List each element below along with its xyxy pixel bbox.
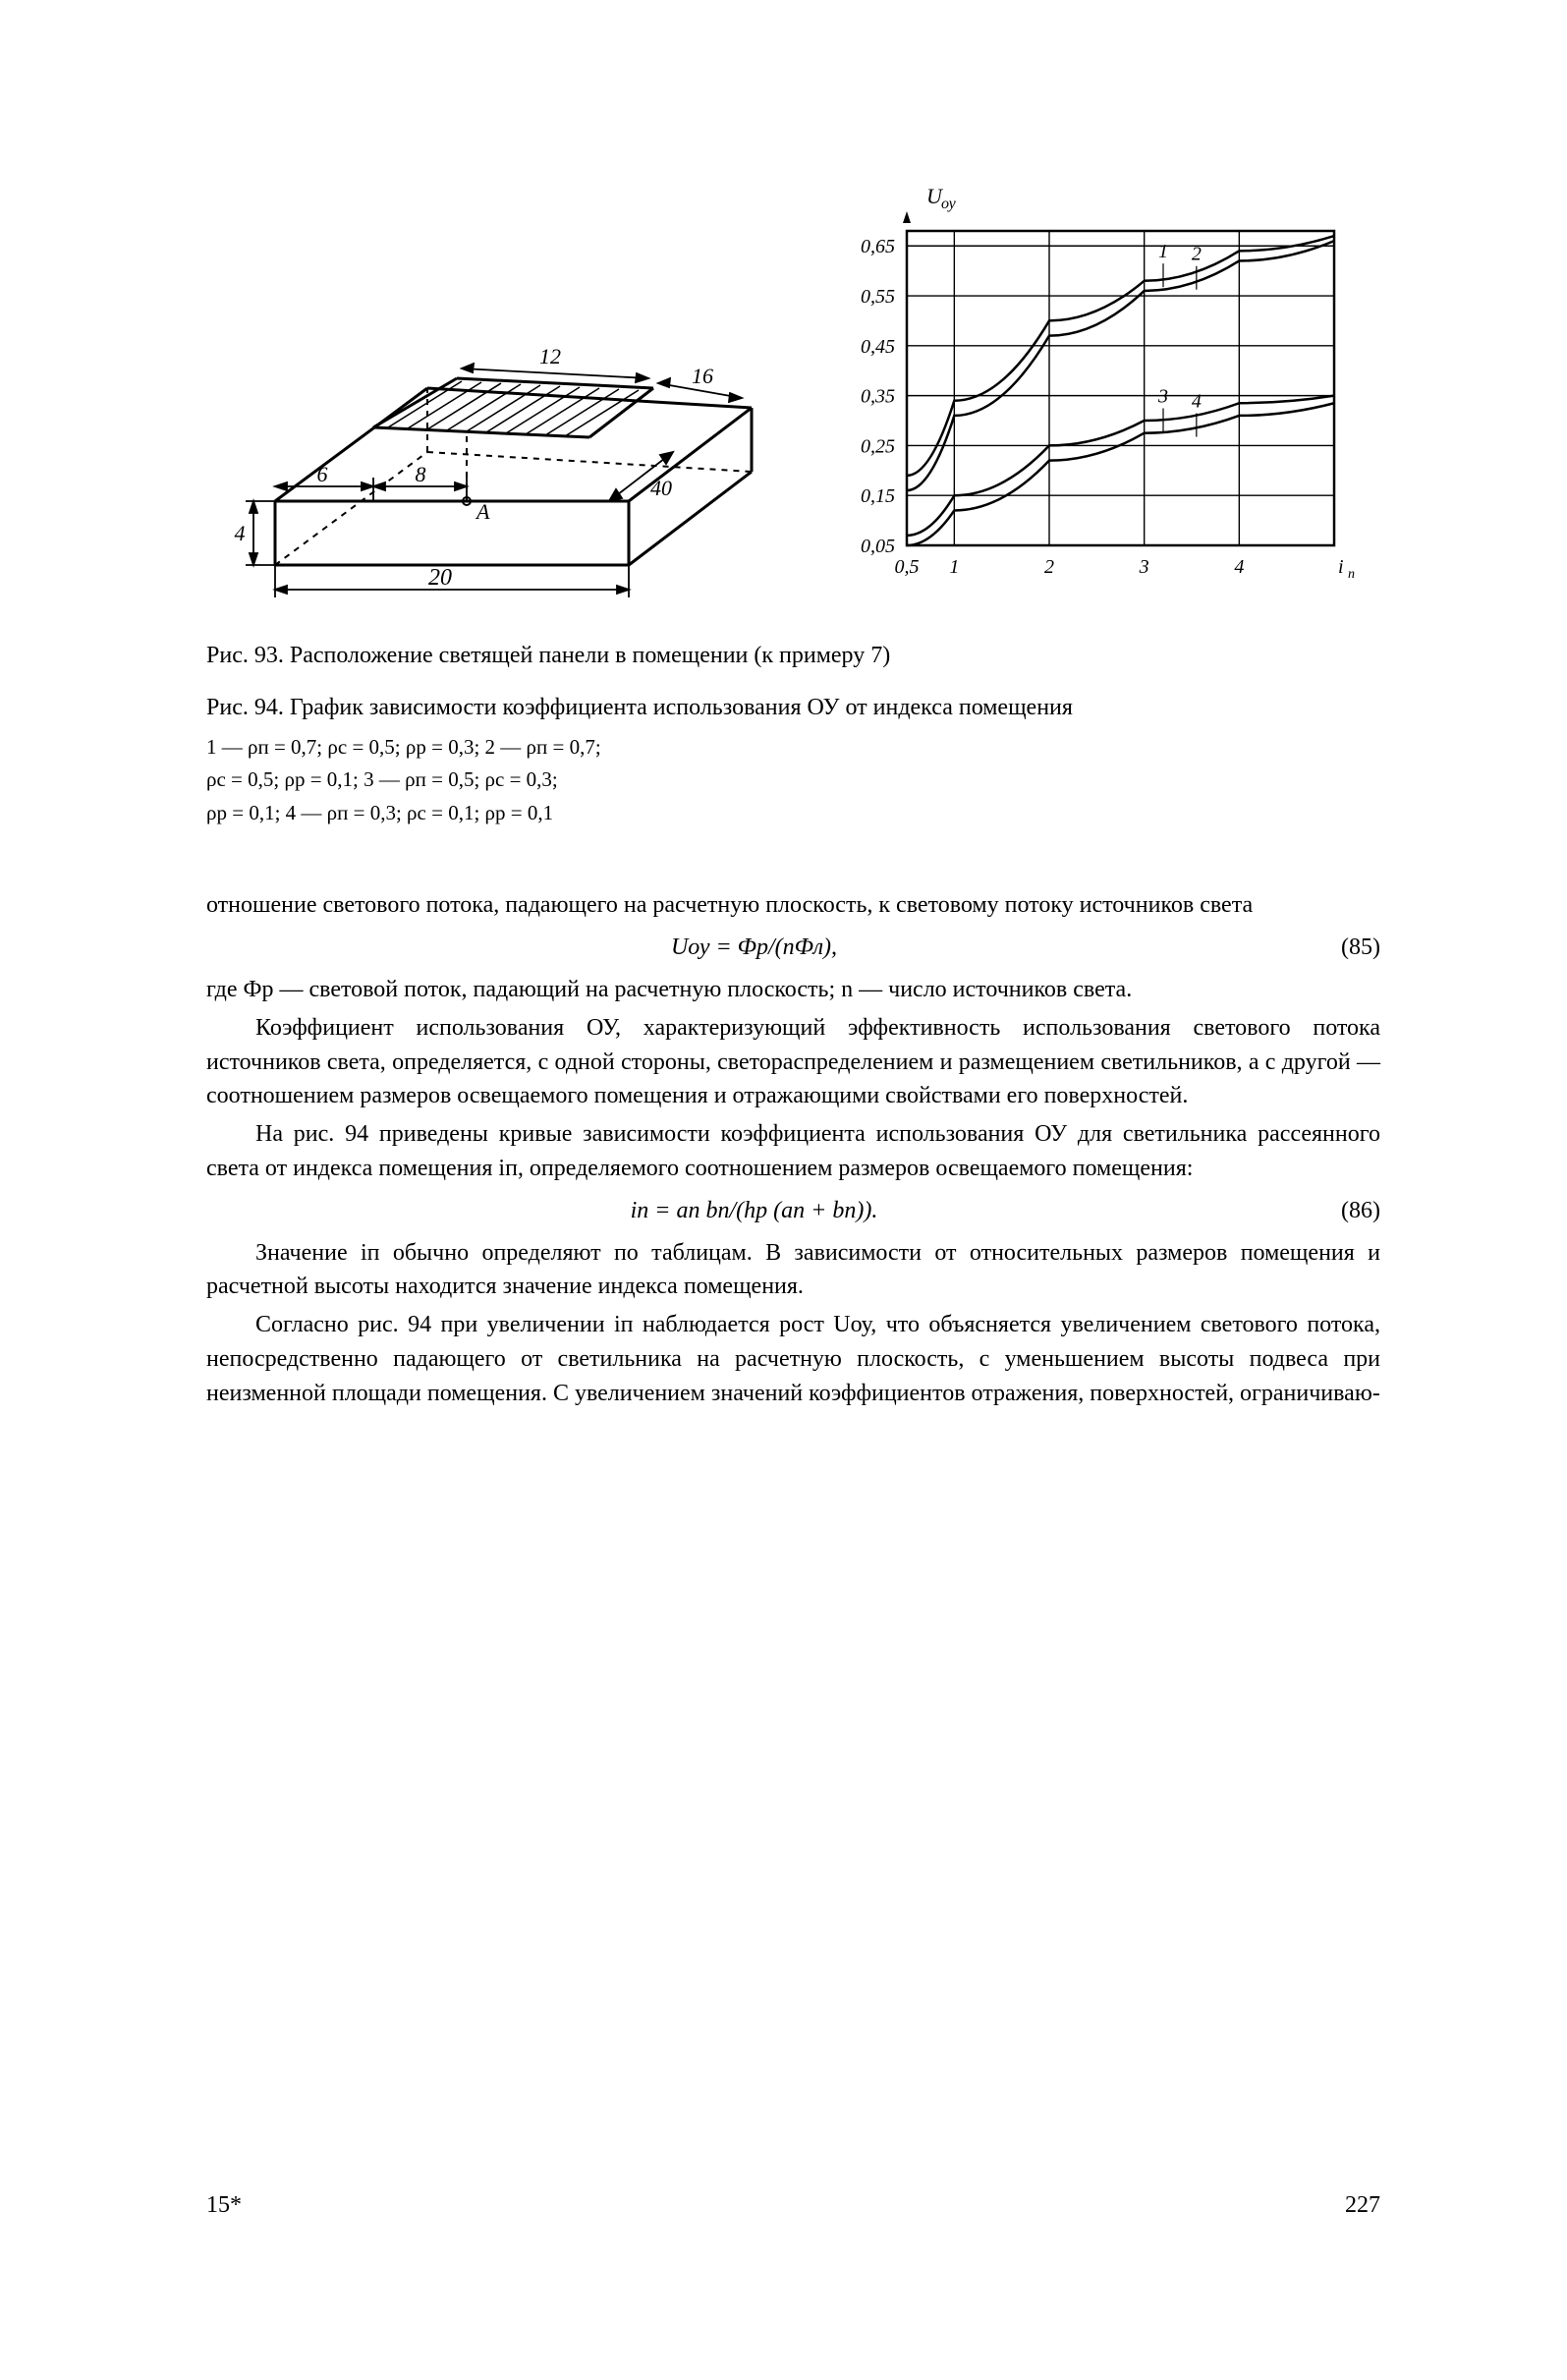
svg-text:4: 4 [1191, 391, 1201, 413]
fig94-params-3: ρр = 0,1; 4 — ρп = 0,3; ρс = 0,1; ρр = 0… [206, 797, 1380, 830]
svg-text:4: 4 [1234, 556, 1244, 578]
svg-text:0,65: 0,65 [861, 236, 895, 257]
fig93-svg: A 20 4 [206, 177, 756, 599]
fig94-svg: Uоу0,050,150,250,350,450,550,650,51234iп… [813, 177, 1364, 599]
svg-text:3: 3 [1157, 385, 1168, 407]
para-2: где Фр — световой поток, падающий на рас… [206, 973, 1380, 1007]
dim-6: 6 [317, 462, 328, 486]
svg-text:1: 1 [949, 556, 959, 578]
para-4: На рис. 94 приведены кривые зависимости … [206, 1117, 1380, 1186]
para-3: Коэффициент использования ОУ, характериз… [206, 1011, 1380, 1113]
equation-86-num: (86) [1302, 1194, 1380, 1228]
equation-85-num: (85) [1302, 931, 1380, 965]
dim-height: 4 [235, 521, 246, 545]
svg-text:0,35: 0,35 [861, 386, 895, 408]
svg-text:п: п [1348, 567, 1355, 582]
svg-text:0,5: 0,5 [894, 556, 919, 578]
para-1: отношение светового потока, падающего на… [206, 888, 1380, 923]
para-5: Значение iп обычно определяют по таблица… [206, 1236, 1380, 1305]
equation-85: Uоу = Фр/(nФл), [206, 931, 1302, 965]
svg-text:0,05: 0,05 [861, 536, 895, 557]
dim-length: 20 [428, 565, 452, 591]
svg-text:0,55: 0,55 [861, 286, 895, 308]
point-A-label: A [475, 499, 490, 524]
dim-12: 12 [539, 344, 561, 368]
para-6: Согласно рис. 94 при увеличении iп наблю… [206, 1308, 1380, 1410]
fig94-params-2: ρс = 0,5; ρр = 0,1; 3 — ρп = 0,5; ρс = 0… [206, 764, 1380, 797]
svg-text:i: i [1338, 556, 1344, 578]
svg-text:2: 2 [1044, 556, 1054, 578]
dim-16: 16 [692, 364, 713, 388]
dim-40: 40 [650, 476, 672, 500]
figure-93: A 20 4 [206, 177, 774, 599]
svg-text:2: 2 [1191, 244, 1201, 265]
equation-86: iп = aп bп/(hр (aп + bп)). [206, 1194, 1302, 1228]
svg-text:0,15: 0,15 [861, 485, 895, 507]
dim-8: 8 [416, 462, 426, 486]
svg-text:оу: оу [941, 196, 957, 212]
page-number: 227 [1345, 2188, 1380, 2223]
fig94-caption: Рис. 94. График зависимости коэффициента… [206, 691, 1380, 725]
figure-94-chart: Uоу0,050,150,250,350,450,550,650,51234iп… [813, 177, 1381, 599]
sheet-mark: 15* [206, 2188, 242, 2223]
svg-text:1: 1 [1158, 241, 1168, 262]
fig93-caption: Рис. 93. Расположение светящей панели в … [206, 639, 1380, 673]
svg-text:0,45: 0,45 [861, 336, 895, 358]
svg-text:3: 3 [1138, 556, 1148, 578]
svg-text:0,25: 0,25 [861, 435, 895, 457]
fig94-params-1: 1 — ρп = 0,7; ρс = 0,5; ρр = 0,3; 2 — ρп… [206, 731, 1380, 765]
